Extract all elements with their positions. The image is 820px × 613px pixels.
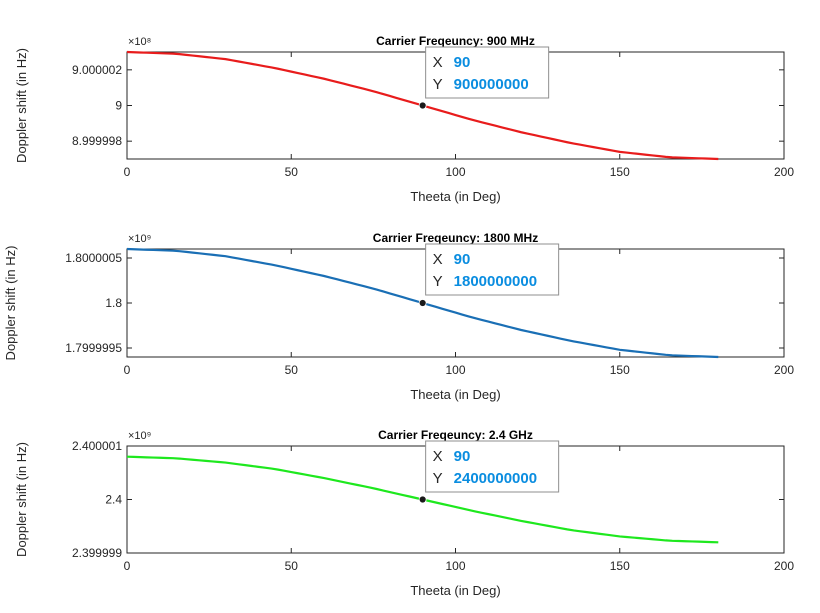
x-axis-label: Theeta (in Deg) [410,387,500,402]
subplot-1: 0 50 100 150 200 8.999998 9 9.000002 ×10⁸ Carrier… [14,34,794,204]
x-tick-label: 0 [124,559,131,573]
y-axis-label: Doppler shift (in Hz) [14,442,29,557]
y-exponent-label: ×10⁹ [128,430,151,442]
x-tick-label: 100 [445,165,465,179]
subplot-3: 0 50 100 150 200 2.399999 2.4 2.400001 ×10⁹ Carri… [14,428,794,598]
datatip-marker[interactable] [418,299,427,307]
y-tick-label: 1.8000005 [65,251,122,265]
x-tick-label: 100 [445,559,465,573]
datatip-x-value: 90 [454,251,471,268]
chart-title: Carrier Freqeuncy: 1800 MHz [373,231,538,245]
chart-title: Carrier Freqeuncy: 900 MHz [376,34,535,48]
y-tick-label: 1.8 [105,296,122,310]
datatip-y-value: 2400000000 [454,470,537,487]
x-tick-label: 0 [124,363,131,377]
datatip[interactable]: X 90 Y 1800000000 [425,243,560,296]
y-exponent-label: ×10⁹ [128,233,151,245]
subplot-2: 0 50 100 150 200 1.7999995 1.8 1.8000005 ×10⁹ Car… [3,231,794,402]
x-tick-label: 100 [445,363,465,377]
y-tick-label: 2.399999 [72,546,122,560]
datatip-y-label: Y [433,76,443,93]
datatip-marker[interactable] [418,495,427,504]
y-tick-label: 8.999998 [72,134,122,148]
y-tick-label: 9.000002 [72,63,122,77]
datatip-box [425,46,550,99]
datatip[interactable]: X 90 Y 2400000000 [425,440,560,493]
y-axis-label: Doppler shift (in Hz) [3,246,18,361]
y-tick-label: 1.7999995 [65,341,122,355]
x-axis-label: Theeta (in Deg) [410,189,500,204]
y-exponent-label: ×10⁸ [128,36,151,48]
datatip-y-value: 1800000000 [454,273,537,290]
y-axis-label: Doppler shift (in Hz) [14,48,29,163]
x-tick-label: 0 [124,165,131,179]
datatip-x-value: 90 [454,54,471,71]
datatip-box [425,440,560,493]
datatip-x-label: X [433,448,443,465]
y-tick-label: 2.400001 [72,439,122,453]
x-tick-label: 150 [610,559,630,573]
datatip-box [425,243,560,296]
x-tick-label: 200 [774,559,794,573]
datatip-y-label: Y [433,273,443,290]
datatip-x-value: 90 [454,448,471,465]
x-tick-label: 200 [774,363,794,377]
x-axis-label: Theeta (in Deg) [410,583,500,598]
x-tick-label: 50 [285,559,299,573]
x-tick-label: 50 [285,363,299,377]
y-tick-label: 9 [115,99,122,113]
datatip-y-value: 900000000 [454,76,529,93]
x-tick-label: 150 [610,363,630,377]
datatip-x-label: X [433,251,443,268]
x-tick-label: 200 [774,165,794,179]
datatip-x-label: X [433,54,443,71]
x-tick-label: 50 [285,165,299,179]
chart-title: Carrier Freqeuncy: 2.4 GHz [378,428,533,442]
datatip[interactable]: X 90 Y 900000000 [425,46,550,99]
x-tick-label: 150 [610,165,630,179]
y-tick-label: 2.4 [105,493,122,507]
datatip-marker[interactable] [418,101,427,110]
datatip-y-label: Y [433,470,443,487]
